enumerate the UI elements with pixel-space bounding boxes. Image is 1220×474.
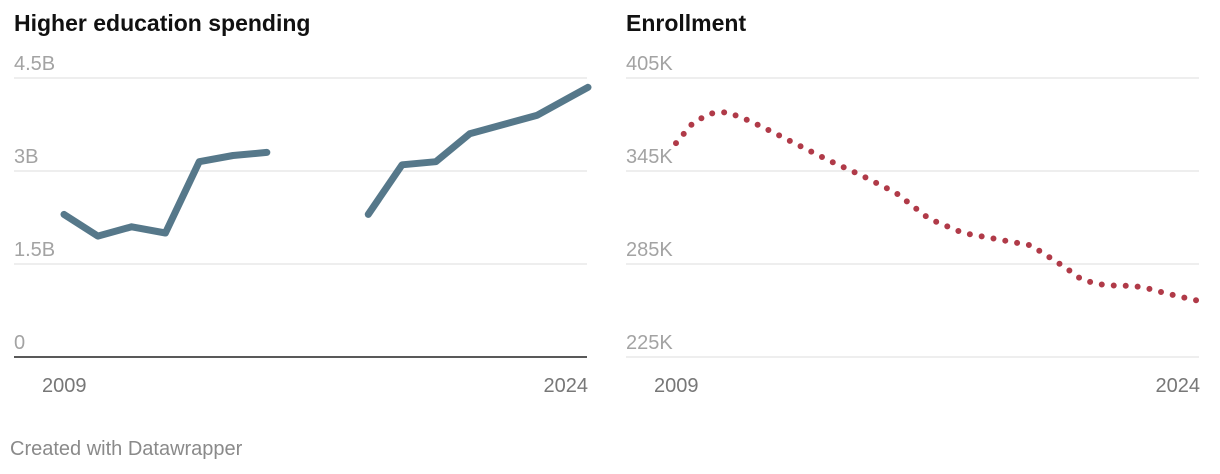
spending-line	[364, 83, 592, 218]
y-tick-label: 285K	[626, 239, 673, 261]
chart-enrollment: 405K 345K 285K 225K 2009 2024	[626, 53, 1203, 397]
y-tick-label: 405K	[626, 53, 673, 75]
spending-line	[60, 148, 271, 240]
x-tick-label: 2009	[654, 375, 699, 397]
y-tick-label: 4.5B	[14, 53, 55, 75]
x-tick-label: 2024	[544, 375, 589, 397]
chart-title: Enrollment	[626, 10, 747, 36]
y-tick-label: 225K	[626, 332, 673, 354]
chart-panel-enrollment: Enrollment 405K 345K 285K 225K 2009 2024	[612, 0, 1212, 410]
x-tick-label: 2009	[42, 375, 87, 397]
y-tick-label: 345K	[626, 146, 673, 168]
enrollment-line	[673, 109, 1203, 305]
y-tick-label: 1.5B	[14, 239, 55, 261]
chart-panel-spending: Higher education spending 4.5B 3B 1.5B 0 200…	[0, 0, 600, 410]
y-tick-label: 0	[14, 332, 25, 354]
y-tick-label: 3B	[14, 146, 38, 168]
chart-title: Higher education spending	[14, 10, 311, 36]
credit-text: Created with Datawrapper	[10, 438, 243, 460]
chart-spending: 4.5B 3B 1.5B 0 2009 2024	[14, 53, 592, 397]
x-tick-label: 2024	[1156, 375, 1201, 397]
